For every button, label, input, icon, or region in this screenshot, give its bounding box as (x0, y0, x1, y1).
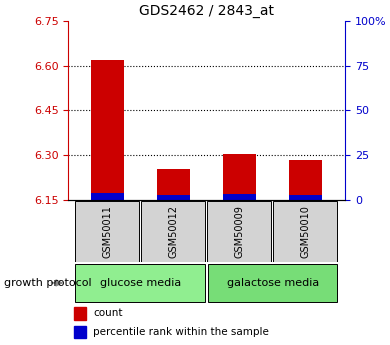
Bar (223, 194, 256, 200)
Text: galactose media: galactose media (227, 278, 319, 288)
Bar (289, 195, 322, 200)
Bar (157, 195, 190, 200)
Bar (273, 201, 337, 262)
Bar (74, 326, 86, 338)
Text: growth protocol: growth protocol (4, 278, 92, 288)
Text: GSM50011: GSM50011 (103, 205, 113, 258)
Text: GSM50009: GSM50009 (235, 205, 245, 258)
Bar (91, 60, 124, 200)
Bar (75, 201, 140, 262)
Bar (207, 201, 271, 262)
Bar (223, 154, 256, 200)
Text: GSM50010: GSM50010 (301, 205, 310, 258)
Text: glucose media: glucose media (100, 278, 181, 288)
Bar (75, 264, 206, 302)
Bar (157, 169, 190, 200)
Bar (208, 264, 337, 302)
Bar (74, 307, 86, 319)
Text: percentile rank within the sample: percentile rank within the sample (93, 327, 269, 337)
Title: GDS2462 / 2843_at: GDS2462 / 2843_at (139, 4, 274, 18)
Bar (91, 193, 124, 200)
Bar (289, 160, 322, 200)
Bar (141, 201, 206, 262)
Text: GSM50012: GSM50012 (169, 205, 179, 258)
Text: count: count (93, 308, 123, 318)
